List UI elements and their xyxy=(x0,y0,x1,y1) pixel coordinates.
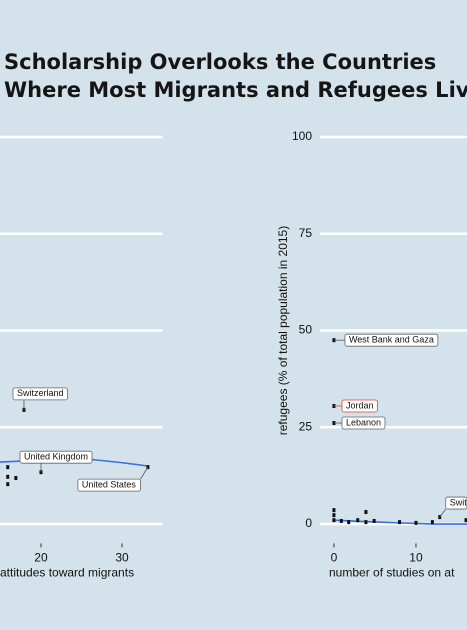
point xyxy=(398,520,402,525)
point-annotation: United States xyxy=(77,466,149,492)
y-axis-label: refugees (% of total population in 2015) xyxy=(276,226,290,435)
y-tick-label: 50 xyxy=(299,323,313,337)
point-annotation: United Kingdom xyxy=(19,450,93,473)
point xyxy=(6,474,10,479)
point xyxy=(332,513,336,518)
leader-line xyxy=(439,508,447,518)
x-tick-label: 10 xyxy=(409,551,423,565)
point-label: United Kingdom xyxy=(24,452,88,462)
y-tick-label: 0 xyxy=(305,516,312,530)
label-box xyxy=(19,450,93,464)
point-annotation: West Bank and Gaza xyxy=(333,333,439,347)
point xyxy=(430,520,434,525)
point-label: Jordan xyxy=(346,400,374,410)
point-label: Lebanon xyxy=(346,417,381,427)
y-tick-label: 100 xyxy=(292,129,312,143)
point xyxy=(14,475,18,480)
point xyxy=(332,508,336,513)
point-annotation: Lebanon xyxy=(333,416,386,430)
y-tick-label: 75 xyxy=(299,226,313,240)
point xyxy=(6,482,10,487)
label-box xyxy=(12,387,68,401)
point-annotation: Switz xyxy=(439,496,467,518)
x-axis-label: attitudes toward migrants xyxy=(0,566,134,580)
point xyxy=(339,518,343,523)
label-box xyxy=(77,478,141,492)
point-annotation: Jordan xyxy=(333,399,378,413)
point xyxy=(356,518,360,523)
point xyxy=(332,518,336,523)
leader-line xyxy=(140,466,149,480)
title-line: Scholarship Overlooks the Countries xyxy=(4,50,436,74)
point xyxy=(364,510,368,515)
point-label: Switz xyxy=(450,497,467,507)
point xyxy=(364,520,368,525)
point-annotation: Switzerland xyxy=(12,387,68,410)
x-tick-label: 0 xyxy=(331,551,338,565)
x-axis-label: number of studies on at xyxy=(329,566,455,580)
title-line: Where Most Migrants and Refugees Liv xyxy=(4,78,467,102)
point xyxy=(6,465,10,470)
point xyxy=(414,520,418,525)
point-label: Switzerland xyxy=(17,388,64,398)
x-tick-label: 20 xyxy=(34,551,48,565)
point xyxy=(464,518,467,523)
point xyxy=(372,518,376,523)
y-tick-label: 25 xyxy=(299,419,313,433)
point-label: United States xyxy=(82,480,137,490)
x-tick-label: 30 xyxy=(115,551,129,565)
point xyxy=(347,520,351,525)
point-label: West Bank and Gaza xyxy=(349,335,434,345)
label-box xyxy=(445,496,467,510)
